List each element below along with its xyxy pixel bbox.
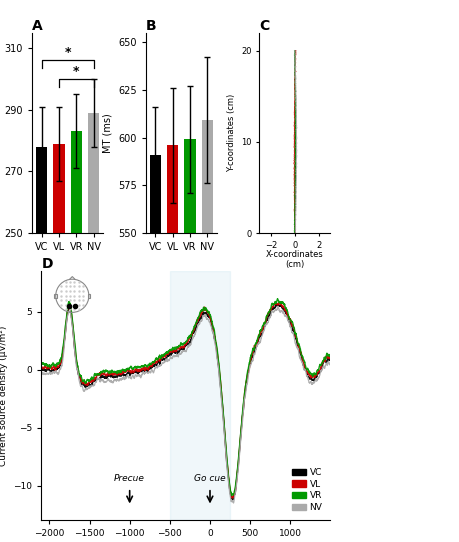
- Text: Go cue: Go cue: [194, 474, 226, 483]
- Text: *: *: [64, 47, 71, 60]
- Bar: [202, 120, 213, 233]
- VR: [39, 361, 44, 367]
- VL: [172, 347, 177, 353]
- NV: [319, 366, 325, 372]
- VL: [39, 365, 44, 371]
- Legend: VC, VL, VR, NV: VC, VL, VR, NV: [289, 464, 326, 516]
- Text: B: B: [146, 18, 157, 33]
- VR: [319, 359, 325, 365]
- X-axis label: X-coordinates
(cm): X-coordinates (cm): [266, 250, 324, 269]
- VC: [172, 349, 177, 355]
- VL: [53, 365, 59, 372]
- VC: [275, 301, 281, 307]
- VC: [39, 366, 44, 373]
- Text: *: *: [73, 65, 79, 78]
- VC: [328, 357, 333, 364]
- Bar: [55, 294, 56, 298]
- VR: [266, 308, 272, 315]
- Y-axis label: Y-coordinates (cm): Y-coordinates (cm): [227, 94, 236, 172]
- Bar: [185, 139, 196, 233]
- VR: [319, 359, 325, 366]
- Line: VC: VC: [41, 304, 330, 500]
- NV: [39, 371, 44, 378]
- Bar: [53, 144, 65, 233]
- Bar: [170, 271, 230, 520]
- VL: [266, 309, 272, 316]
- VL: [230, 494, 235, 501]
- VR: [275, 295, 280, 302]
- VC: [179, 345, 185, 352]
- Text: C: C: [259, 18, 270, 33]
- NV: [319, 366, 325, 372]
- VL: [276, 299, 282, 306]
- Text: A: A: [32, 18, 43, 33]
- Bar: [88, 113, 99, 233]
- Bar: [88, 294, 90, 298]
- VL: [179, 344, 185, 351]
- Y-axis label: MT (ms): MT (ms): [102, 113, 112, 153]
- VC: [319, 363, 325, 369]
- Bar: [150, 155, 161, 233]
- NV: [266, 315, 272, 321]
- VR: [53, 363, 59, 369]
- Line: NV: NV: [41, 307, 330, 503]
- VR: [229, 492, 235, 499]
- VC: [230, 496, 235, 503]
- VR: [172, 346, 177, 352]
- VC: [319, 364, 325, 370]
- VL: [319, 359, 325, 365]
- VC: [266, 312, 272, 319]
- NV: [231, 500, 236, 506]
- Line: VL: VL: [41, 302, 330, 498]
- NV: [172, 353, 177, 359]
- VL: [328, 356, 333, 362]
- VR: [328, 352, 333, 359]
- VC: [53, 366, 59, 372]
- Bar: [167, 145, 178, 233]
- NV: [275, 304, 281, 310]
- Line: VR: VR: [41, 299, 330, 495]
- VL: [319, 359, 325, 366]
- Y-axis label: Current source density (μV/m²): Current source density (μV/m²): [0, 326, 8, 466]
- VR: [179, 341, 185, 348]
- Bar: [36, 147, 47, 233]
- NV: [328, 361, 333, 367]
- NV: [53, 368, 59, 375]
- Bar: [71, 131, 82, 233]
- NV: [179, 349, 185, 356]
- Text: Precue: Precue: [114, 474, 145, 483]
- Text: D: D: [41, 257, 53, 271]
